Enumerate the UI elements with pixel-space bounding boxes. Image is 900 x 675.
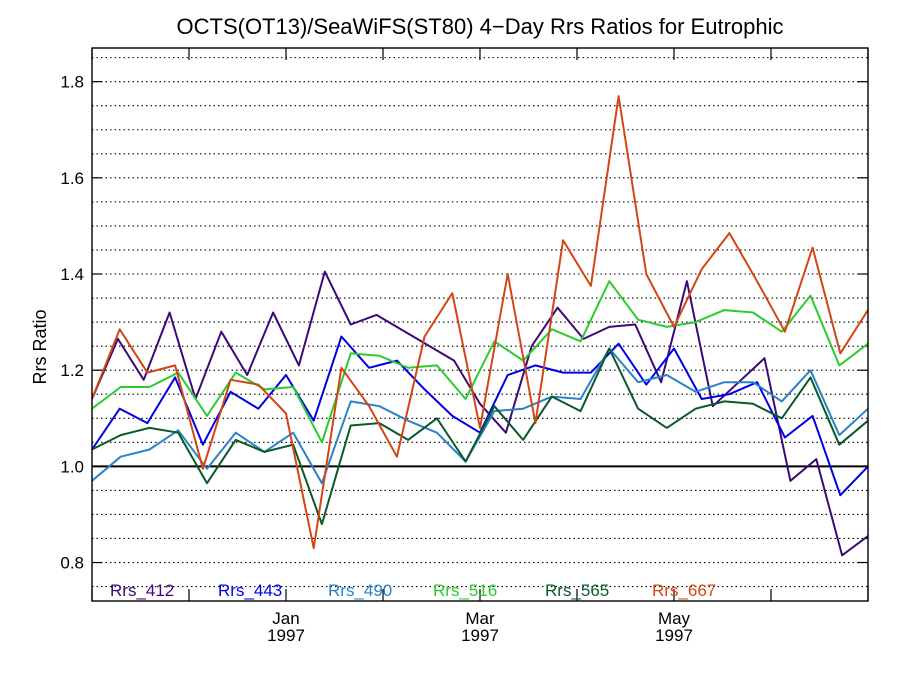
y-tick-label: 1.4 [60, 265, 84, 284]
x-tick-label: Jan [272, 609, 299, 628]
series-line-rrs_490 [91, 347, 869, 485]
legend-label-rrs_565: Rrs_565 [545, 581, 609, 600]
y-tick-label: 1.8 [60, 73, 84, 92]
legend-label-rrs_667: Rrs_667 [652, 581, 716, 600]
grid-layer [92, 57, 868, 588]
y-tick-label: 0.8 [60, 554, 84, 573]
series-line-rrs_412 [91, 270, 869, 557]
series-line-rrs_667 [91, 95, 869, 550]
legend-label-rrs_412: Rrs_412 [110, 581, 174, 600]
y-tick-label: 1.6 [60, 169, 84, 188]
x-tick-year-label: 1997 [461, 626, 499, 645]
legend-label-rrs_490: Rrs_490 [328, 581, 392, 600]
legend-label-rrs_516: Rrs_516 [433, 581, 497, 600]
plot-frame [91, 47, 869, 602]
x-tick-year-label: 1997 [267, 626, 305, 645]
y-tick-label: 1.2 [60, 361, 84, 380]
x-tick-label: May [658, 609, 691, 628]
chart-title: OCTS(OT13)/SeaWiFS(ST80) 4−Day Rrs Ratio… [176, 14, 784, 39]
series-layer [91, 95, 869, 557]
legend-label-rrs_443: Rrs_443 [218, 581, 282, 600]
y-tick-label: 1.0 [60, 457, 84, 476]
series-line-rrs_443 [91, 335, 869, 497]
y-axis-title: Rrs Ratio [30, 309, 50, 384]
x-tick-label: Mar [465, 609, 495, 628]
series-line-rrs_516 [91, 280, 869, 444]
x-tick-year-label: 1997 [655, 626, 693, 645]
legend: Rrs_412 Rrs_443 Rrs_490 Rrs_516 Rrs_565 Rrs_6… [110, 581, 716, 600]
series-line-rrs_565 [91, 347, 869, 526]
